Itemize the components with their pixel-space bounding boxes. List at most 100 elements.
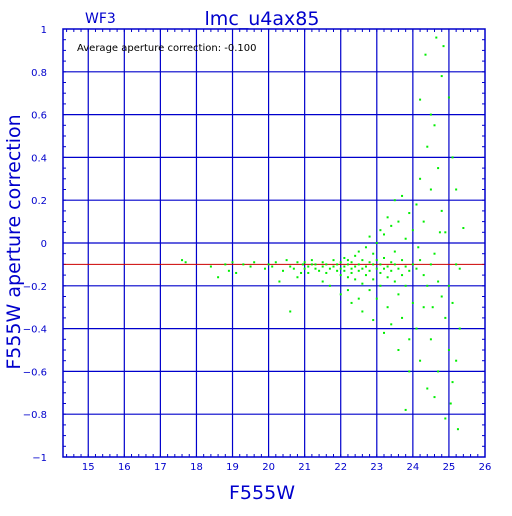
data-point [383, 267, 386, 270]
data-point [357, 263, 360, 266]
x-tick-label: 23 [370, 462, 383, 473]
data-point [346, 263, 349, 266]
data-point [429, 263, 432, 266]
data-point [449, 402, 452, 405]
data-point [390, 269, 393, 272]
data-point [346, 259, 349, 262]
data-point [339, 261, 342, 264]
x-tick-label: 20 [262, 462, 275, 473]
data-point [354, 254, 357, 257]
data-point [379, 284, 382, 287]
data-point [271, 265, 274, 268]
data-point [440, 295, 443, 298]
grid-layer [63, 28, 486, 458]
data-point [404, 237, 407, 240]
y-tick-label: −0.4 [23, 325, 47, 336]
data-point [235, 271, 238, 274]
data-point [422, 274, 425, 277]
data-point [433, 396, 436, 399]
data-point [386, 265, 389, 268]
data-point [431, 306, 434, 309]
data-point [325, 271, 328, 274]
x-tick-labels: 15 16 17 18 19 20 21 22 23 24 25 26 [82, 462, 491, 473]
data-point [242, 263, 245, 266]
data-point [458, 327, 461, 330]
data-point [375, 242, 378, 244]
data-point [263, 267, 266, 270]
x-tick-label: 24 [406, 462, 419, 473]
data-point [325, 263, 328, 266]
plot-frame [62, 28, 486, 458]
data-point [429, 338, 432, 341]
data-point [303, 267, 306, 270]
data-point [437, 167, 440, 170]
data-point [350, 267, 353, 270]
data-point [404, 265, 407, 268]
data-point [426, 145, 429, 148]
data-point [379, 229, 382, 232]
data-point [350, 301, 353, 304]
data-point [339, 293, 342, 296]
data-point [332, 259, 335, 262]
data-point [455, 188, 458, 191]
data-point [364, 265, 367, 268]
data-point [267, 263, 270, 266]
data-point [303, 261, 306, 264]
data-point [408, 370, 411, 373]
data-point [310, 259, 313, 262]
data-point [346, 276, 349, 279]
x-tick-label: 26 [479, 462, 492, 473]
data-point [437, 280, 440, 283]
data-point [310, 263, 313, 266]
data-point [361, 282, 364, 285]
data-point [372, 263, 375, 266]
data-point [401, 259, 404, 262]
data-point [354, 278, 357, 281]
data-point [440, 209, 443, 212]
data-point [408, 212, 411, 215]
x-tick-label: 22 [334, 462, 347, 473]
data-point [289, 310, 292, 313]
data-point [357, 297, 360, 300]
data-point [357, 269, 360, 272]
y-tick-labels: −1 −0.8 −0.6 −0.4 −0.2 0 0.2 0.4 0.6 0.8 1 [23, 25, 47, 464]
data-point [447, 284, 450, 287]
data-point [451, 156, 454, 159]
data-point [458, 267, 461, 270]
data-point [419, 359, 422, 362]
data-point [368, 261, 371, 264]
y-tick-label: 0.2 [31, 196, 47, 207]
data-point [408, 338, 411, 341]
data-point [386, 306, 389, 309]
data-point [455, 359, 458, 362]
data-point [372, 252, 375, 255]
data-point [390, 323, 393, 326]
y-tick-label: 0.8 [31, 68, 47, 79]
data-point [417, 246, 420, 249]
data-point [314, 263, 317, 266]
x-tick-label: 17 [154, 462, 167, 473]
data-point [282, 269, 285, 272]
data-point [426, 387, 429, 390]
data-point [318, 269, 321, 272]
data-point [383, 256, 386, 259]
data-point [379, 263, 382, 266]
data-point [278, 280, 281, 283]
data-point [346, 289, 349, 292]
y-tick-label: 0.6 [31, 111, 47, 122]
data-point [372, 278, 375, 281]
data-point [393, 263, 396, 266]
data-point [217, 276, 220, 279]
data-point [456, 428, 459, 431]
data-point [393, 280, 396, 283]
y-tick-label: 1 [41, 25, 47, 36]
data-point [300, 271, 303, 274]
data-point [408, 269, 411, 272]
data-point [390, 224, 393, 227]
data-point [357, 250, 360, 253]
data-point [404, 284, 407, 287]
data-point [361, 267, 364, 270]
data-point [321, 265, 324, 268]
data-point [249, 265, 252, 268]
data-point [401, 316, 404, 319]
